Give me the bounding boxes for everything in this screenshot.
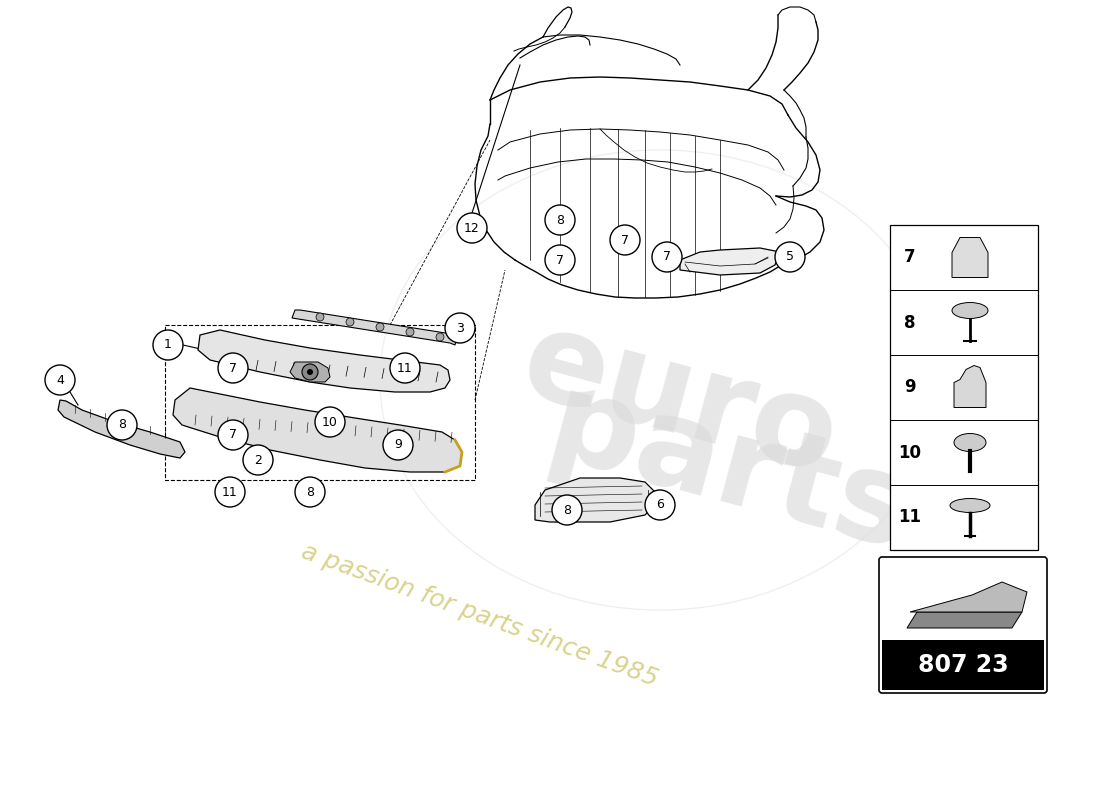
Text: parts: parts (536, 364, 924, 576)
Circle shape (315, 407, 345, 437)
Circle shape (652, 242, 682, 272)
Text: 2: 2 (254, 454, 262, 466)
Text: 9: 9 (394, 438, 402, 451)
Polygon shape (908, 612, 1022, 628)
Text: 7: 7 (229, 429, 236, 442)
Text: 7: 7 (229, 362, 236, 374)
Polygon shape (535, 478, 654, 522)
Polygon shape (198, 330, 450, 392)
FancyBboxPatch shape (879, 557, 1047, 693)
Text: 10: 10 (899, 443, 922, 462)
Circle shape (218, 353, 248, 383)
Text: 7: 7 (556, 254, 564, 266)
Ellipse shape (950, 498, 990, 513)
Text: 7: 7 (663, 250, 671, 263)
Bar (890, 225, 1038, 550)
Circle shape (316, 313, 324, 321)
Polygon shape (954, 366, 986, 407)
Circle shape (153, 330, 183, 360)
Circle shape (302, 364, 318, 380)
Text: 8: 8 (306, 486, 313, 498)
Text: 3: 3 (456, 322, 464, 334)
Text: euro: euro (509, 300, 850, 500)
Text: 9: 9 (904, 378, 916, 397)
Text: 1: 1 (164, 338, 172, 351)
Text: 807 23: 807 23 (917, 653, 1009, 677)
Circle shape (214, 477, 245, 507)
Circle shape (436, 333, 444, 341)
Text: 11: 11 (222, 486, 238, 498)
Text: 11: 11 (899, 509, 922, 526)
Text: 8: 8 (118, 418, 127, 431)
Text: 7: 7 (904, 249, 916, 266)
Text: a passion for parts since 1985: a passion for parts since 1985 (298, 539, 661, 691)
Circle shape (456, 213, 487, 243)
Polygon shape (173, 388, 462, 472)
Circle shape (446, 313, 475, 343)
Circle shape (406, 328, 414, 336)
Circle shape (552, 495, 582, 525)
Ellipse shape (954, 434, 986, 451)
Circle shape (610, 225, 640, 255)
Text: 6: 6 (656, 498, 664, 511)
Circle shape (218, 420, 248, 450)
Ellipse shape (952, 302, 988, 318)
Circle shape (776, 242, 805, 272)
Polygon shape (292, 310, 458, 345)
Circle shape (243, 445, 273, 475)
Circle shape (107, 410, 138, 440)
Circle shape (390, 353, 420, 383)
Polygon shape (910, 582, 1027, 612)
Circle shape (645, 490, 675, 520)
Circle shape (295, 477, 324, 507)
Text: 4: 4 (56, 374, 64, 386)
Bar (882, 640, 1044, 690)
Circle shape (544, 205, 575, 235)
Polygon shape (58, 400, 185, 458)
Text: 8: 8 (563, 503, 571, 517)
Text: 12: 12 (464, 222, 480, 234)
Text: 11: 11 (397, 362, 412, 374)
Circle shape (383, 430, 412, 460)
Text: 8: 8 (904, 314, 915, 331)
Polygon shape (680, 248, 780, 275)
Circle shape (45, 365, 75, 395)
Text: 10: 10 (322, 415, 338, 429)
Circle shape (307, 369, 314, 375)
Text: 8: 8 (556, 214, 564, 226)
Circle shape (544, 245, 575, 275)
Text: 5: 5 (786, 250, 794, 263)
Circle shape (346, 318, 354, 326)
Polygon shape (290, 362, 330, 382)
Polygon shape (952, 238, 988, 278)
Circle shape (376, 323, 384, 331)
Text: 7: 7 (621, 234, 629, 246)
